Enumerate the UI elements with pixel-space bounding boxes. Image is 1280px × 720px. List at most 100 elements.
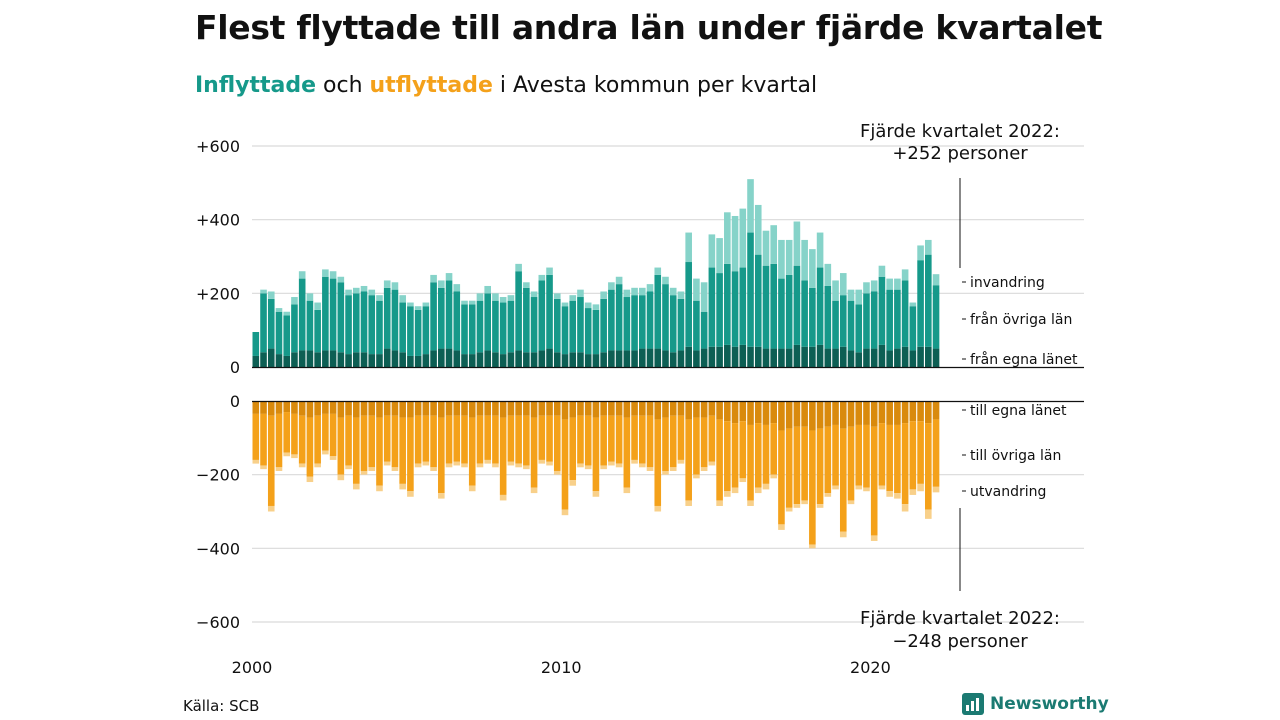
bar-outflow-emigration — [832, 485, 839, 490]
bar-outflow-other — [414, 415, 422, 464]
bar-outflow-other — [901, 423, 909, 505]
bar-outflow-other — [700, 417, 708, 468]
bar-inflow-local — [615, 350, 623, 367]
bar-outflow-emigration — [445, 463, 453, 468]
bar-inflow-local — [739, 344, 747, 367]
bar-outflow-other — [275, 413, 283, 468]
bar-inflow-local — [901, 346, 909, 367]
bar-inflow-local — [414, 355, 422, 367]
bar-inflow-immigration — [639, 287, 646, 296]
bar-outflow-emigration — [639, 463, 646, 468]
series-label-inflow-local: från egna länet — [970, 351, 1078, 368]
bar-inflow-local — [376, 354, 383, 367]
bar-outflow-local — [824, 401, 832, 427]
bar-outflow-other — [407, 417, 414, 492]
bar-outflow-emigration — [515, 463, 522, 468]
bar-inflow-other — [793, 265, 801, 345]
bar-inflow-immigration — [793, 221, 801, 266]
bar-outflow-other — [770, 423, 778, 475]
bar-inflow-immigration — [608, 282, 615, 290]
bar-inflow-other — [639, 295, 646, 349]
bar-outflow-local — [530, 401, 538, 418]
bar-inflow-immigration — [700, 282, 708, 312]
bar-inflow-other — [376, 300, 383, 355]
bar-inflow-immigration — [739, 208, 747, 268]
bar-inflow-other — [329, 278, 337, 351]
bar-inflow-immigration — [492, 293, 499, 301]
bar-inflow-local — [553, 352, 561, 367]
bar-inflow-local — [484, 350, 491, 367]
bar-outflow-local — [809, 401, 816, 431]
bar-outflow-local — [847, 401, 855, 427]
bar-inflow-immigration — [376, 295, 383, 301]
bar-inflow-local — [654, 348, 662, 367]
bar-inflow-immigration — [724, 212, 731, 264]
bar-inflow-immigration — [337, 276, 345, 283]
bar-inflow-other — [739, 267, 747, 345]
bar-outflow-emigration — [484, 459, 491, 464]
bar-outflow-other — [809, 430, 816, 545]
bar-outflow-other — [492, 415, 499, 464]
bar-outflow-local — [283, 401, 291, 413]
bar-inflow-immigration — [925, 239, 932, 255]
bar-inflow-other — [267, 298, 275, 349]
bar-inflow-immigration — [747, 179, 754, 233]
bar-inflow-immigration — [886, 278, 893, 290]
bar-inflow-immigration — [352, 287, 360, 294]
bar-outflow-other — [870, 426, 878, 536]
bar-inflow-immigration — [445, 273, 453, 281]
bar-inflow-local — [267, 348, 275, 367]
bar-inflow-other — [754, 254, 762, 347]
bar-inflow-immigration — [894, 278, 901, 290]
bar-outflow-local — [577, 401, 584, 416]
bar-inflow-immigration — [901, 269, 909, 281]
bar-outflow-other — [785, 428, 793, 508]
series-label-immigration: invandring — [970, 275, 1045, 291]
bar-outflow-emigration — [553, 470, 561, 475]
bar-inflow-local — [724, 344, 731, 367]
bar-outflow-local — [337, 401, 345, 418]
subtitle-rest: i Avesta kommun per kvartal — [492, 73, 818, 98]
bar-inflow-immigration — [453, 284, 461, 292]
bar-inflow-local — [646, 348, 654, 367]
bar-inflow-immigration — [430, 274, 437, 283]
bar-inflow-immigration — [523, 282, 530, 288]
bar-inflow-immigration — [600, 291, 607, 299]
bar-inflow-local — [569, 352, 577, 367]
bar-outflow-local — [754, 401, 762, 424]
bar-outflow-local — [322, 401, 329, 414]
bar-inflow-immigration — [422, 302, 430, 307]
bar-outflow-emigration — [345, 465, 352, 470]
bar-inflow-local — [685, 346, 692, 367]
bar-inflow-other — [685, 262, 692, 347]
bar-outflow-emigration — [468, 485, 476, 492]
bar-outflow-other — [383, 415, 391, 462]
bar-outflow-emigration — [267, 505, 275, 512]
bar-outflow-emigration — [793, 504, 801, 508]
bar-inflow-local — [461, 354, 468, 367]
bar-inflow-local — [368, 354, 376, 367]
bar-outflow-local — [646, 401, 654, 416]
bar-outflow-emigration — [577, 463, 584, 468]
bar-outflow-local — [909, 401, 917, 422]
bar-outflow-other — [267, 415, 275, 506]
bar-outflow-local — [677, 401, 685, 416]
labels: Fjärde kvartalet 2022:+252 personerFjärd… — [860, 121, 1078, 652]
bar-inflow-local — [631, 350, 638, 367]
bar-inflow-immigration — [507, 295, 515, 301]
bar-inflow-local — [886, 350, 893, 367]
bar-inflow-local — [298, 350, 306, 367]
brand-name: Newsworthy — [990, 694, 1109, 714]
bar-inflow-other — [260, 293, 267, 353]
bar-outflow-other — [399, 417, 406, 484]
bar-inflow-local — [816, 344, 824, 367]
bar-outflow-other — [530, 417, 538, 488]
bar-inflow-other — [484, 293, 491, 351]
bar-inflow-local — [731, 346, 739, 367]
bar-inflow-local — [801, 346, 808, 367]
bar-inflow-local — [832, 348, 839, 367]
bar-inflow-local — [430, 350, 437, 367]
bar-outflow-local — [894, 401, 901, 425]
bar-outflow-local — [391, 401, 399, 416]
bar-inflow-immigration — [878, 265, 886, 277]
